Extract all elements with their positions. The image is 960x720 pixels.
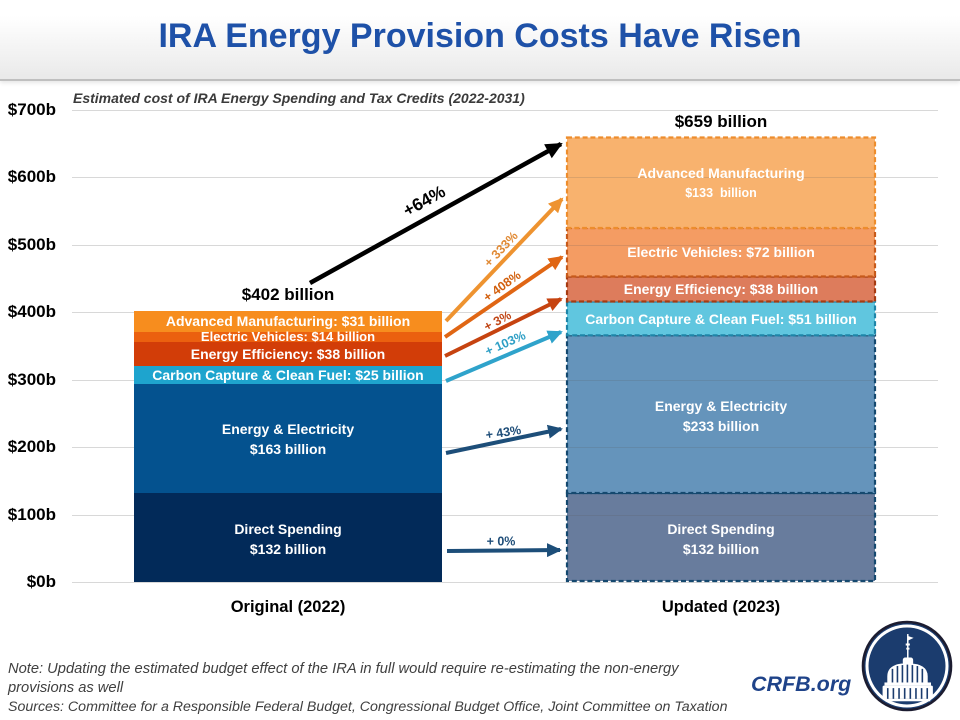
svg-text:+64%: +64% [399, 181, 449, 221]
svg-text:+ 0%: + 0% [487, 535, 516, 549]
svg-text:+ 43%: + 43% [485, 423, 523, 442]
